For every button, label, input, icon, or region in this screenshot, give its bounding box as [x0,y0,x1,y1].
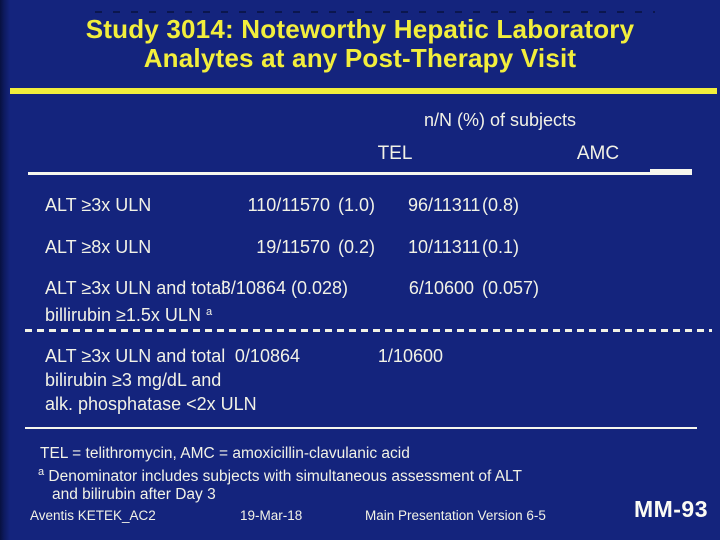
title-underline-rule [10,88,717,94]
column-header-amc: AMC [576,143,620,164]
tel-count: 0/10864 [234,346,300,366]
amc-count: 1/10600 [377,346,443,366]
amc-count: 6/10600 [408,278,474,298]
row-label: ALT ≥3x ULN [45,195,152,215]
slide-left-edge-shading [0,0,10,540]
amc-percent: (0.057) [482,278,540,298]
table-row: ALT ≥3x ULN and total billirubin ≥1.5x U… [45,276,546,327]
tel-count: 19/11570 [256,237,330,257]
footnote-a-marker: a [38,466,45,478]
amc-percent: (0.1) [482,237,520,257]
footer-date: 19-Mar-18 [240,508,303,523]
footnote-a-continued: and bilirubin after Day 3 [52,486,216,503]
slide-title: Study 3014: Noteworthy Hepatic Laborator… [10,15,710,73]
slide-title-line2: Analytes at any Post-Therapy Visit [143,43,577,73]
amc-count: 10/11311 [408,237,481,257]
table-header-rule [28,172,692,175]
row-label: ALT ≥3x ULN and total billirubin ≥1.5x U… [45,276,243,327]
tel-percent: (0.028) [291,278,349,298]
row-label: ALT ≥8x ULN [45,237,152,257]
dashed-divider-rule [25,329,712,332]
table-row: ALT ≥3x ULN 110/11570 (1.0) 96/11311 (0.… [45,193,546,217]
slide-title-line1: Study 3014: Noteworthy Hepatic Laborator… [85,14,635,44]
row-label-line1: ALT ≥3x ULN and total [45,346,226,366]
footnote-marker-a: a [205,306,213,318]
row-label-line2: billirubin ≥1.5x ULN a [45,305,213,325]
row-label-line1: ALT ≥3x ULN and total [45,278,226,298]
row-label-line2: bilirubin ≥3 mg/dL and [45,370,222,390]
footnote-a: a Denominator includes subjects with sim… [38,466,522,485]
table-header-rule-segment [650,169,692,172]
slide-number: MM-93 [633,496,708,522]
tel-count: 3/10864 [220,278,286,298]
amc-percent: (0.8) [482,195,520,215]
footnote-abbreviations: TEL = telithromycin, AMC = amoxicillin-c… [40,445,410,462]
tel-percent: (1.0) [338,195,376,215]
amc-count: 96/11311 [408,195,481,215]
slide-top-dotted-texture [95,11,655,13]
table-bottom-rule [25,427,697,429]
row-label: ALT ≥3x ULN and total bilirubin ≥3 mg/dL… [45,344,257,416]
table-row: ALT ≥8x ULN 19/11570 (0.2) 10/11311 (0.1… [45,235,546,259]
amc-percent [474,344,546,416]
footer-source: Aventis KETEK_AC2 [30,508,156,523]
column-header-tel: TEL [377,143,413,164]
table-row: ALT ≥3x ULN and total bilirubin ≥3 mg/dL… [45,344,546,416]
footer-version: Main Presentation Version 6-5 [365,508,546,523]
row-label-line3: alk. phosphatase <2x ULN [45,394,257,414]
tel-percent: (0.2) [338,237,376,257]
table-units-header: n/N (%) of subjects [423,110,577,130]
tel-count: 110/11570 [247,195,330,215]
